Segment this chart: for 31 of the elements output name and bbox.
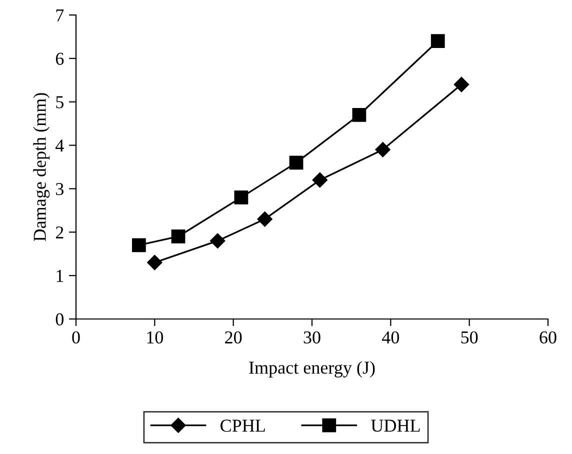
legend-label: CPHL bbox=[220, 420, 265, 432]
x-tick-label: 40 bbox=[382, 331, 400, 344]
y-axis-title: Damage depth (mm) bbox=[33, 93, 50, 242]
y-tick-label: 7 bbox=[56, 9, 64, 22]
legend-label: UDHL bbox=[371, 420, 420, 432]
point bbox=[234, 190, 248, 204]
point bbox=[375, 142, 390, 158]
point bbox=[289, 156, 304, 170]
y-tick-label: 6 bbox=[56, 52, 64, 65]
x-tick-label: 60 bbox=[540, 331, 556, 344]
y-tick-label: 5 bbox=[56, 96, 64, 108]
point bbox=[352, 108, 366, 122]
point bbox=[312, 172, 328, 188]
point bbox=[257, 212, 272, 227]
y-tick-label: 1 bbox=[56, 270, 64, 282]
x-tick-label: 0 bbox=[72, 331, 80, 344]
x-tick-label: 10 bbox=[147, 331, 164, 344]
y-tick-label: 4 bbox=[56, 140, 64, 152]
point bbox=[132, 238, 146, 252]
x-tick-label: 50 bbox=[461, 331, 478, 344]
point bbox=[147, 254, 162, 270]
point bbox=[454, 76, 470, 92]
point bbox=[430, 34, 445, 48]
y-tick-label: 2 bbox=[56, 226, 64, 238]
x-tick-label: 20 bbox=[225, 331, 242, 344]
point bbox=[210, 233, 226, 248]
y-tick-label: 3 bbox=[56, 183, 64, 196]
x-axis-title: Impact energy (J) bbox=[249, 361, 375, 378]
x-tick-label: 30 bbox=[304, 331, 320, 344]
point bbox=[171, 230, 186, 244]
y-tick-label: 0 bbox=[56, 313, 64, 326]
